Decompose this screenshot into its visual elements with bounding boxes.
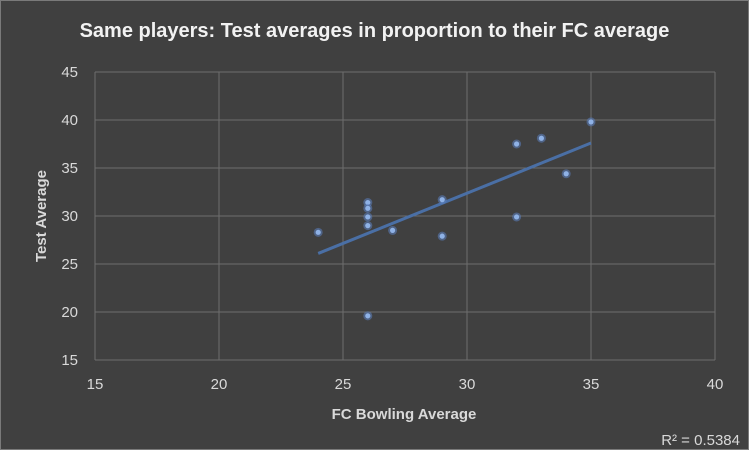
trendline xyxy=(317,141,592,255)
data-point xyxy=(514,141,520,147)
data-point xyxy=(439,233,445,239)
y-tick-label: 15 xyxy=(61,352,78,369)
x-tick-label: 35 xyxy=(583,376,600,393)
data-points xyxy=(313,117,596,321)
data-point xyxy=(365,205,371,211)
y-tick-label: 35 xyxy=(61,160,78,177)
data-point xyxy=(514,214,520,220)
x-tick-label: 40 xyxy=(707,376,724,393)
gridlines xyxy=(94,71,716,361)
y-axis-ticks: 15 20 25 30 35 40 45 xyxy=(61,64,78,369)
data-point xyxy=(365,214,371,220)
y-tick-label: 45 xyxy=(61,64,78,81)
data-point xyxy=(588,119,594,125)
data-point xyxy=(365,223,371,229)
x-tick-label: 30 xyxy=(459,376,476,393)
y-tick-label: 30 xyxy=(61,208,78,225)
x-tick-label: 25 xyxy=(335,376,352,393)
y-tick-label: 25 xyxy=(61,256,78,273)
data-point xyxy=(365,313,371,319)
y-tick-label: 40 xyxy=(61,112,78,129)
chart-title: Same players: Test averages in proportio… xyxy=(79,20,670,42)
data-point xyxy=(538,135,545,141)
y-axis-title: Test Average xyxy=(33,170,50,262)
data-point xyxy=(390,227,396,233)
x-axis-title: FC Bowling Average xyxy=(332,406,477,423)
r-squared-label: R² = 0.5384 xyxy=(661,432,740,449)
data-point xyxy=(315,229,321,235)
x-axis-ticks: 15 20 25 30 35 40 xyxy=(87,376,724,393)
data-point xyxy=(563,171,569,177)
data-point xyxy=(365,199,371,206)
x-tick-label: 20 xyxy=(211,376,228,393)
data-point xyxy=(439,197,445,203)
y-tick-label: 20 xyxy=(61,304,78,321)
x-tick-label: 15 xyxy=(87,376,104,393)
